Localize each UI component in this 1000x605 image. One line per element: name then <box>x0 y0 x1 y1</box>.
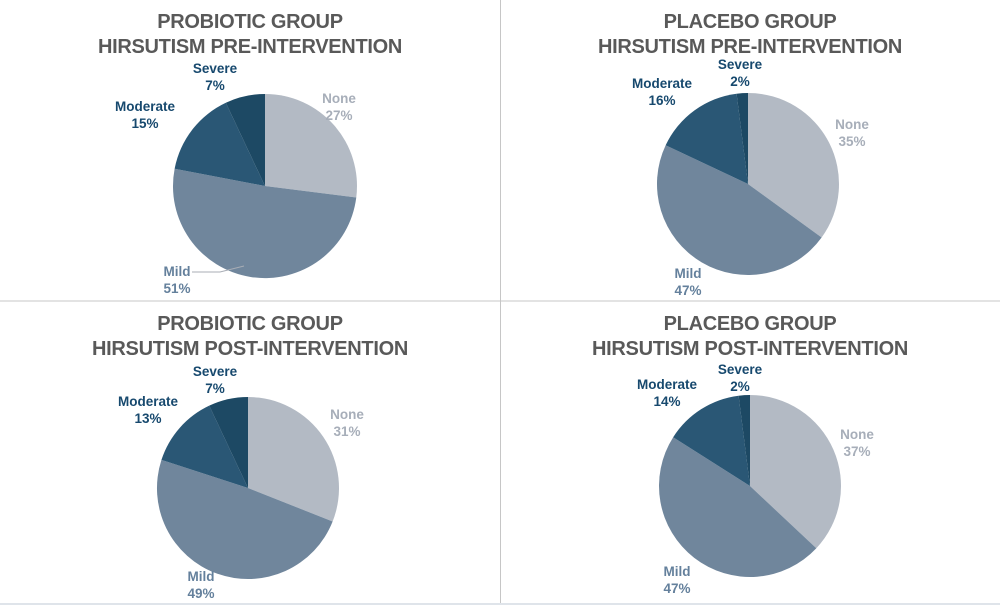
slice-label-severe: Severe 7% <box>193 60 237 94</box>
chart-title-line2: HIRSUTISM PRE-INTERVENTION <box>597 36 903 58</box>
slice-label-severe: Severe 2% <box>718 56 762 90</box>
leader-line-mild <box>192 265 245 273</box>
slice-label-mild: Mild 47% <box>674 265 701 299</box>
pie-slice-mild <box>172 168 357 279</box>
slice-label-none: None 37% <box>840 426 874 460</box>
chart-title-line2: HIRSUTISM PRE-INTERVENTION <box>97 36 403 58</box>
chart-title-line1: PLACEBO GROUP <box>663 11 837 33</box>
chart-title: PROBIOTIC GROUP HIRSUTISM PRE-INTERVENTI… <box>0 10 500 60</box>
pie-slice-none <box>265 94 357 198</box>
slice-name: Severe <box>717 57 763 72</box>
slice-percent: 2% <box>730 74 750 89</box>
slice-label-severe: Severe 2% <box>718 361 762 395</box>
vertical-divider <box>500 0 501 605</box>
slice-name: None <box>840 427 874 442</box>
slice-name: None <box>322 91 356 106</box>
slice-label-none: None 35% <box>835 116 869 150</box>
pie-graphic <box>659 395 842 577</box>
slice-label-none: None 31% <box>330 406 364 440</box>
pie-graphic <box>172 94 357 279</box>
slice-label-mild: Mild 51% <box>163 263 190 297</box>
slice-label-moderate: Moderate 16% <box>632 75 692 109</box>
slice-percent: 7% <box>205 381 225 396</box>
pie-slice-severe <box>738 395 750 486</box>
pie-slice-severe <box>225 94 265 186</box>
slice-label-moderate: Moderate 15% <box>115 98 175 132</box>
slice-label-mild: Mild 47% <box>663 563 690 597</box>
slice-percent: 47% <box>663 581 691 596</box>
slice-label-moderate: Moderate 13% <box>118 393 178 427</box>
slice-percent: 51% <box>163 281 191 296</box>
slice-percent: 2% <box>730 379 750 394</box>
chart-title: PLACEBO GROUP HIRSUTISM PRE-INTERVENTION <box>500 10 1000 60</box>
pie-slice-none <box>750 395 842 549</box>
pie-slice-none <box>248 397 340 522</box>
pie-slice-moderate <box>161 405 248 488</box>
slice-percent: 35% <box>838 134 866 149</box>
slice-name: Severe <box>192 61 238 76</box>
bottom-edge-line <box>0 603 1000 605</box>
slice-name: Mild <box>674 266 702 281</box>
slice-name: Mild <box>187 569 215 584</box>
slice-percent: 7% <box>205 78 225 93</box>
slice-name: Moderate <box>117 394 179 409</box>
pie-slice-moderate <box>673 395 750 486</box>
pie-slice-none <box>748 93 840 238</box>
slice-name: None <box>835 117 869 132</box>
slice-name: Severe <box>192 364 238 379</box>
slice-label-moderate: Moderate 14% <box>637 376 697 410</box>
slice-percent: 16% <box>648 93 676 108</box>
chart-title-line2: HIRSUTISM POST-INTERVENTION <box>591 338 908 360</box>
slice-label-none: None 27% <box>322 90 356 124</box>
pie-slice-moderate <box>174 102 265 186</box>
slice-label-severe: Severe 7% <box>193 363 237 397</box>
pie-slice-severe <box>736 93 748 184</box>
chart-title-line2: HIRSUTISM POST-INTERVENTION <box>91 338 408 360</box>
chart-title: PLACEBO GROUP HIRSUTISM POST-INTERVENTIO… <box>500 312 1000 362</box>
pie-slice-mild <box>659 437 817 577</box>
slice-name: None <box>330 407 364 422</box>
pie-slice-mild <box>656 145 822 276</box>
chart-placebo-post: PLACEBO GROUP HIRSUTISM POST-INTERVENTIO… <box>500 302 1000 605</box>
chart-title-line1: PROBIOTIC GROUP <box>157 11 343 33</box>
pie-slice-moderate <box>665 93 748 184</box>
chart-title-line1: PROBIOTIC GROUP <box>157 313 343 335</box>
slice-label-mild: Mild 49% <box>187 568 214 602</box>
slice-name: Moderate <box>636 377 698 392</box>
chart-probiotic-pre: PROBIOTIC GROUP HIRSUTISM PRE-INTERVENTI… <box>0 0 500 302</box>
slice-name: Mild <box>663 564 691 579</box>
slice-percent: 14% <box>653 394 681 409</box>
slice-name: Moderate <box>631 76 693 91</box>
pie-graphic <box>656 93 840 276</box>
slice-percent: 15% <box>131 116 159 131</box>
pie-slice-severe <box>209 397 248 488</box>
chart-probiotic-post: PROBIOTIC GROUP HIRSUTISM POST-INTERVENT… <box>0 302 500 605</box>
slice-percent: 27% <box>325 108 353 123</box>
slice-percent: 47% <box>674 283 702 298</box>
chart-placebo-pre: PLACEBO GROUP HIRSUTISM PRE-INTERVENTION… <box>500 0 1000 302</box>
pie-graphic <box>156 397 340 580</box>
pie-slice-mild <box>156 459 333 580</box>
slice-percent: 37% <box>843 444 871 459</box>
slice-percent: 49% <box>187 586 215 601</box>
chart-title: PROBIOTIC GROUP HIRSUTISM POST-INTERVENT… <box>0 312 500 362</box>
slice-name: Mild <box>163 264 191 279</box>
slice-percent: 13% <box>134 411 162 426</box>
chart-title-line1: PLACEBO GROUP <box>663 313 837 335</box>
slice-name: Moderate <box>114 99 176 114</box>
slice-name: Severe <box>717 362 763 377</box>
slice-percent: 31% <box>333 424 361 439</box>
